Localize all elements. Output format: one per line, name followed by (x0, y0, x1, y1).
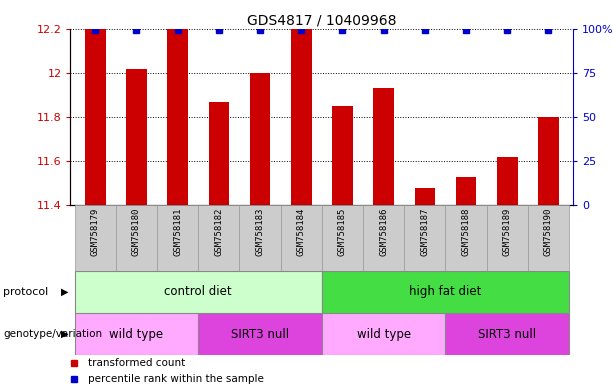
Text: wild type: wild type (357, 328, 411, 341)
Text: transformed count: transformed count (88, 358, 185, 368)
Text: GSM758185: GSM758185 (338, 207, 347, 256)
Bar (446, 313, 569, 355)
Text: GSM758180: GSM758180 (132, 207, 141, 256)
Bar (198, 313, 322, 355)
Bar (322, 313, 446, 355)
Bar (126, 68, 147, 205)
Text: GSM758179: GSM758179 (91, 207, 100, 256)
Bar (455, 177, 476, 205)
Text: SIRT3 null: SIRT3 null (231, 328, 289, 341)
Bar (75, 313, 198, 355)
Bar (116, 205, 157, 271)
Text: protocol: protocol (3, 287, 48, 297)
Bar (75, 205, 116, 271)
Bar (332, 106, 352, 205)
Text: wild type: wild type (109, 328, 164, 341)
Bar (157, 205, 198, 271)
Text: GSM758181: GSM758181 (173, 207, 182, 256)
Text: GSM758184: GSM758184 (297, 207, 306, 256)
Bar (198, 205, 240, 271)
Title: GDS4817 / 10409968: GDS4817 / 10409968 (247, 14, 397, 28)
Bar (487, 205, 528, 271)
Bar (404, 205, 446, 271)
Text: GSM758190: GSM758190 (544, 207, 553, 256)
Text: genotype/variation: genotype/variation (3, 329, 102, 339)
Text: GSM758187: GSM758187 (421, 207, 429, 256)
Bar (528, 205, 569, 271)
Bar (538, 117, 558, 205)
Text: GSM758189: GSM758189 (503, 207, 512, 256)
Bar (363, 205, 404, 271)
Text: GSM758186: GSM758186 (379, 207, 388, 256)
Bar (414, 188, 435, 205)
Text: high fat diet: high fat diet (409, 285, 482, 298)
Bar (373, 88, 394, 205)
Text: ▶: ▶ (61, 287, 69, 297)
Bar (322, 271, 569, 313)
Bar (249, 73, 270, 205)
Text: ▶: ▶ (61, 329, 69, 339)
Bar (167, 29, 188, 205)
Text: GSM758183: GSM758183 (256, 207, 265, 256)
Bar (208, 102, 229, 205)
Text: percentile rank within the sample: percentile rank within the sample (88, 374, 264, 384)
Bar (497, 157, 517, 205)
Text: control diet: control diet (164, 285, 232, 298)
Bar (322, 205, 363, 271)
Bar (75, 271, 322, 313)
Bar (281, 205, 322, 271)
Bar (291, 29, 311, 205)
Bar (446, 205, 487, 271)
Text: GSM758188: GSM758188 (462, 207, 471, 256)
Bar (240, 205, 281, 271)
Text: GSM758182: GSM758182 (215, 207, 223, 256)
Text: SIRT3 null: SIRT3 null (478, 328, 536, 341)
Bar (85, 29, 105, 205)
